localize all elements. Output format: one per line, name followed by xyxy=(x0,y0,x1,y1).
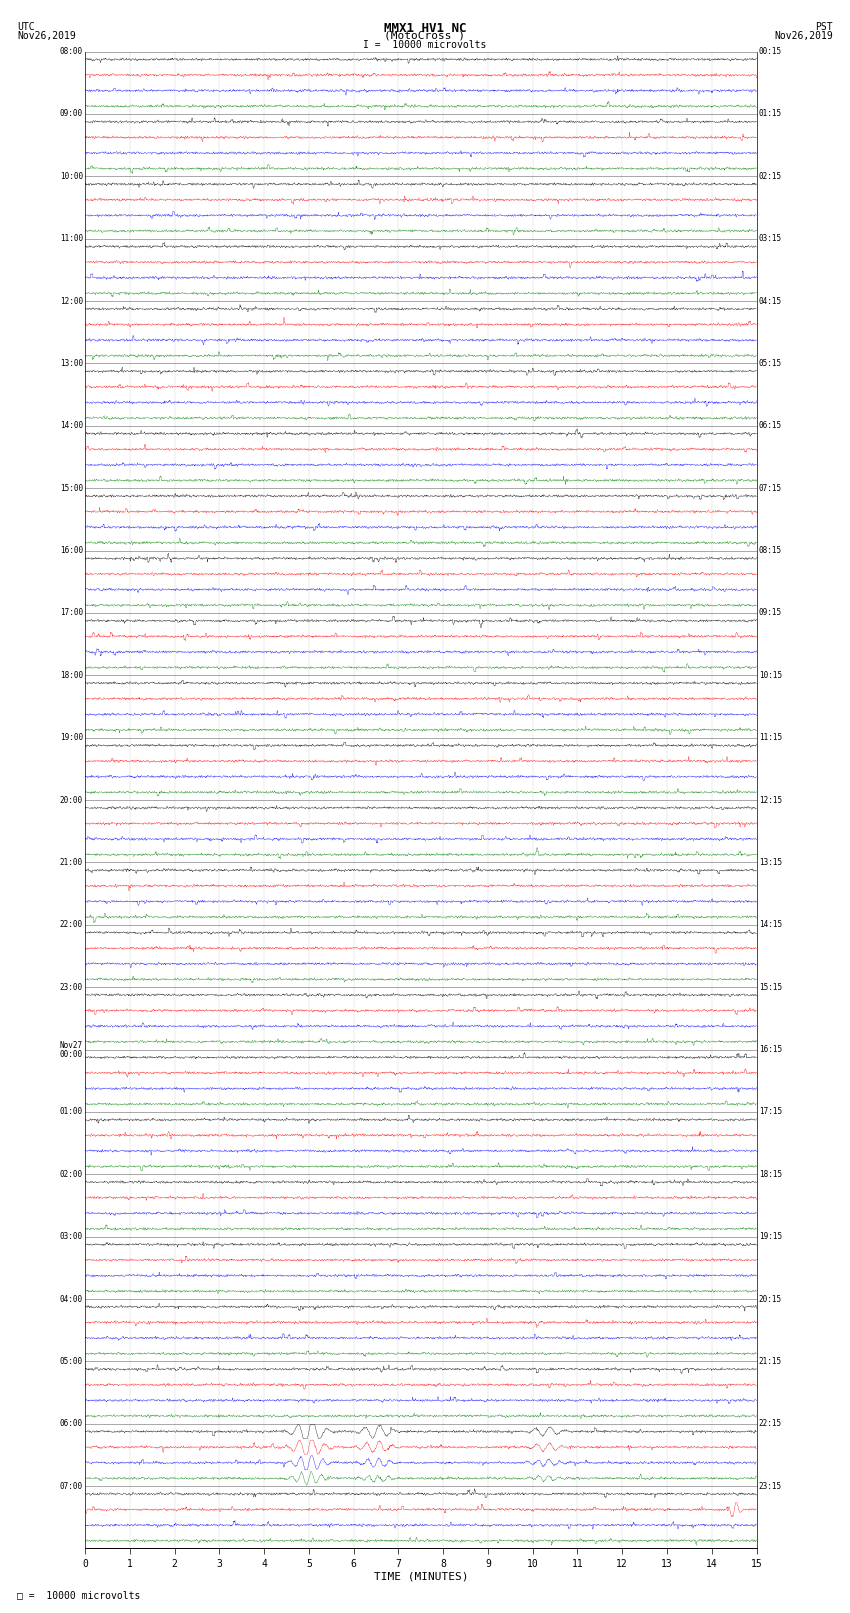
Text: 20:15: 20:15 xyxy=(759,1295,782,1303)
Text: 09:00: 09:00 xyxy=(60,110,82,118)
Text: 18:00: 18:00 xyxy=(60,671,82,679)
Text: 22:00: 22:00 xyxy=(60,921,82,929)
Text: 02:15: 02:15 xyxy=(759,173,782,181)
Text: PST: PST xyxy=(815,23,833,32)
Text: 20:00: 20:00 xyxy=(60,795,82,805)
Text: 00:15: 00:15 xyxy=(759,47,782,56)
Text: (MotoCross ): (MotoCross ) xyxy=(384,31,466,40)
Text: 08:00: 08:00 xyxy=(60,47,82,56)
Text: 15:15: 15:15 xyxy=(759,982,782,992)
Text: 18:15: 18:15 xyxy=(759,1169,782,1179)
Text: 11:00: 11:00 xyxy=(60,234,82,244)
X-axis label: TIME (MINUTES): TIME (MINUTES) xyxy=(373,1571,468,1582)
Text: 16:15: 16:15 xyxy=(759,1045,782,1053)
Text: Nov27: Nov27 xyxy=(60,1040,82,1050)
Text: 22:15: 22:15 xyxy=(759,1419,782,1428)
Text: 14:00: 14:00 xyxy=(60,421,82,431)
Text: 07:15: 07:15 xyxy=(759,484,782,492)
Text: 06:15: 06:15 xyxy=(759,421,782,431)
Text: Nov26,2019: Nov26,2019 xyxy=(17,31,76,40)
Text: 11:15: 11:15 xyxy=(759,734,782,742)
Text: 07:00: 07:00 xyxy=(60,1482,82,1490)
Text: 03:00: 03:00 xyxy=(60,1232,82,1240)
Text: Nov26,2019: Nov26,2019 xyxy=(774,31,833,40)
Text: 15:00: 15:00 xyxy=(60,484,82,492)
Text: 10:15: 10:15 xyxy=(759,671,782,679)
Text: 10:00: 10:00 xyxy=(60,173,82,181)
Text: 12:00: 12:00 xyxy=(60,297,82,305)
Text: 06:00: 06:00 xyxy=(60,1419,82,1428)
Text: 21:15: 21:15 xyxy=(759,1357,782,1366)
Text: 09:15: 09:15 xyxy=(759,608,782,618)
Text: UTC: UTC xyxy=(17,23,35,32)
Text: 08:15: 08:15 xyxy=(759,547,782,555)
Text: 05:00: 05:00 xyxy=(60,1357,82,1366)
Text: 03:15: 03:15 xyxy=(759,234,782,244)
Text: 00:00: 00:00 xyxy=(60,1050,82,1058)
Text: 19:00: 19:00 xyxy=(60,734,82,742)
Text: 01:00: 01:00 xyxy=(60,1108,82,1116)
Text: I =  10000 microvolts: I = 10000 microvolts xyxy=(363,40,487,50)
Text: 16:00: 16:00 xyxy=(60,547,82,555)
Text: 23:00: 23:00 xyxy=(60,982,82,992)
Text: □ =  10000 microvolts: □ = 10000 microvolts xyxy=(17,1590,140,1600)
Text: 17:15: 17:15 xyxy=(759,1108,782,1116)
Text: 19:15: 19:15 xyxy=(759,1232,782,1240)
Text: 12:15: 12:15 xyxy=(759,795,782,805)
Text: 23:15: 23:15 xyxy=(759,1482,782,1490)
Text: 14:15: 14:15 xyxy=(759,921,782,929)
Text: 01:15: 01:15 xyxy=(759,110,782,118)
Text: 13:15: 13:15 xyxy=(759,858,782,866)
Text: 13:00: 13:00 xyxy=(60,360,82,368)
Text: 05:15: 05:15 xyxy=(759,360,782,368)
Text: 04:15: 04:15 xyxy=(759,297,782,305)
Text: 21:00: 21:00 xyxy=(60,858,82,866)
Text: 04:00: 04:00 xyxy=(60,1295,82,1303)
Text: MMX1 HV1 NC: MMX1 HV1 NC xyxy=(383,23,467,35)
Text: 02:00: 02:00 xyxy=(60,1169,82,1179)
Text: 17:00: 17:00 xyxy=(60,608,82,618)
